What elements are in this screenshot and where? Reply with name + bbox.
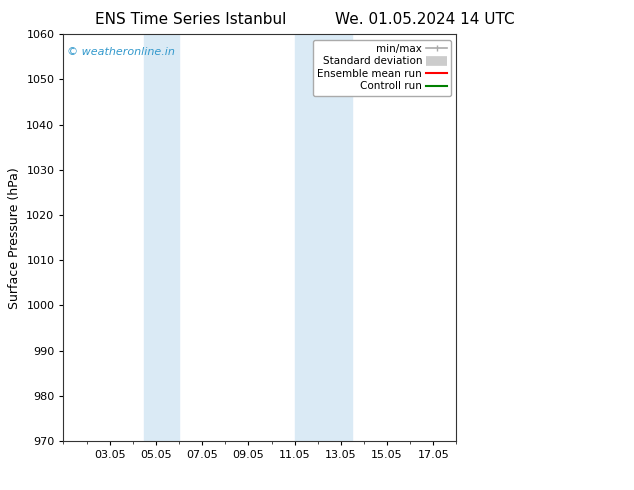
- Bar: [295, 34, 318, 441]
- Bar: [145, 34, 179, 441]
- Bar: [318, 34, 353, 441]
- Y-axis label: Surface Pressure (hPa): Surface Pressure (hPa): [8, 167, 21, 309]
- Legend: min/max, Standard deviation, Ensemble mean run, Controll run: min/max, Standard deviation, Ensemble me…: [313, 40, 451, 96]
- Text: © weatheronline.in: © weatheronline.in: [67, 47, 175, 56]
- Text: ENS Time Series Istanbul: ENS Time Series Istanbul: [94, 12, 286, 27]
- Text: We. 01.05.2024 14 UTC: We. 01.05.2024 14 UTC: [335, 12, 515, 27]
